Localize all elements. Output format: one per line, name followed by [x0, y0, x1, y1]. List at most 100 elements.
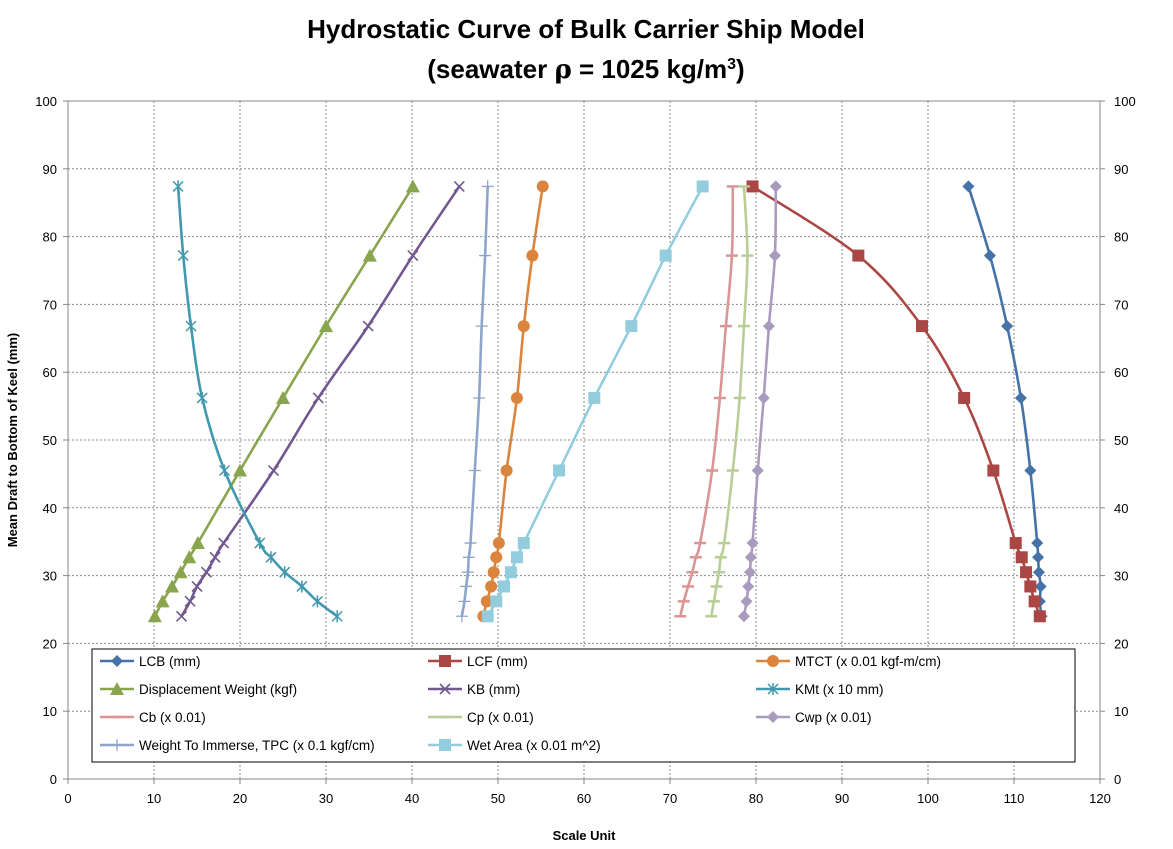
x-tick-label: 50 — [491, 791, 505, 806]
data-point — [987, 464, 1000, 477]
x-axis-label: Scale Unit — [553, 828, 617, 843]
legend-entry: Cp (x 0.01) — [428, 710, 534, 725]
x-tick-label: 0 — [64, 791, 71, 806]
series-displacement-weight-kgf — [147, 179, 420, 623]
data-point — [276, 390, 290, 404]
y-tick-label: 60 — [43, 365, 57, 380]
series-line — [679, 186, 735, 617]
data-point — [915, 320, 928, 333]
legend-swatch-marker — [767, 711, 779, 723]
data-point — [254, 537, 266, 550]
data-point — [510, 391, 523, 404]
data-point — [751, 464, 764, 477]
data-point — [462, 551, 475, 564]
data-point — [1033, 610, 1046, 623]
data-point — [473, 391, 486, 404]
data-point — [331, 610, 343, 623]
data-point — [191, 580, 203, 593]
series-cp-x-0-01 — [705, 185, 754, 618]
y-tick-label-right: 40 — [1114, 501, 1128, 516]
legend-box — [91, 648, 1076, 763]
data-point — [200, 566, 213, 578]
data-point — [177, 249, 189, 262]
legend-entry: KB (mm) — [428, 682, 520, 697]
series-cb-x-0-01 — [674, 185, 739, 618]
data-point — [155, 594, 170, 608]
x-tick-label: 60 — [577, 791, 591, 806]
x-tick-label: 30 — [319, 791, 333, 806]
data-point — [1034, 580, 1047, 593]
data-point — [517, 320, 530, 333]
data-point — [526, 249, 539, 262]
data-point — [1001, 320, 1014, 333]
series-cwp-x-0-01 — [737, 180, 782, 623]
legend-label: KMt (x 10 mm) — [795, 682, 884, 697]
data-point — [218, 464, 231, 477]
chart-subtitle: (seawater ρ = 1025 kg/m3) — [427, 54, 744, 85]
legend-label: MTCT (x 0.01 kgf-m/cm) — [795, 654, 941, 669]
series-line — [709, 186, 749, 617]
x-tick-label: 110 — [1004, 791, 1025, 806]
y-tick-label: 40 — [43, 501, 57, 516]
data-point — [319, 319, 333, 333]
data-point — [958, 391, 971, 404]
data-point — [757, 391, 770, 404]
data-point — [742, 580, 755, 593]
series-layer — [147, 179, 1048, 623]
data-point — [218, 537, 230, 549]
series-kb-mm — [175, 180, 465, 622]
legend-label: KB (mm) — [467, 682, 520, 697]
legend-label: Wet Area (x 0.01 m^2) — [467, 738, 601, 753]
x-tick-label: 10 — [147, 791, 161, 806]
y-tick-label-right: 30 — [1114, 569, 1128, 584]
x-tick-label: 90 — [835, 791, 849, 806]
data-point — [185, 320, 197, 333]
data-point — [362, 320, 374, 332]
legend-label: Cb (x 0.01) — [139, 710, 206, 725]
data-point — [279, 566, 291, 579]
data-point — [233, 463, 247, 477]
data-point — [737, 610, 750, 623]
legend-swatch-marker — [111, 655, 123, 667]
data-point — [490, 595, 503, 608]
data-point — [746, 180, 759, 193]
y-tick-label: 90 — [43, 162, 57, 177]
data-point — [468, 464, 481, 477]
legend-entry: LCF (mm) — [428, 654, 528, 669]
data-point — [744, 551, 757, 564]
data-point — [762, 320, 775, 333]
legend-entry: LCB (mm) — [100, 654, 201, 669]
legend-entry: Cwp (x 0.01) — [756, 710, 872, 725]
data-point — [962, 180, 975, 193]
data-point — [172, 180, 184, 193]
legend-label: Cwp (x 0.01) — [795, 710, 872, 725]
data-point — [1032, 551, 1045, 564]
data-point — [481, 610, 494, 623]
data-point — [312, 392, 324, 404]
data-point — [265, 551, 277, 564]
data-point — [983, 249, 996, 262]
data-point — [1020, 566, 1033, 579]
legend-entry: Displacement Weight (kgf) — [100, 682, 297, 697]
series-weight-to-immerse-tpc-x-0-1-kgf-cm — [455, 180, 494, 623]
data-point — [553, 464, 566, 477]
data-point — [460, 580, 473, 593]
data-point — [182, 550, 197, 564]
legend-swatch-marker — [111, 739, 123, 751]
data-point — [1014, 391, 1027, 404]
data-point — [1009, 537, 1022, 550]
data-point — [405, 179, 420, 193]
legend-entry: Weight To Immerse, TPC (x 0.1 kgf/cm) — [100, 738, 375, 753]
data-point — [455, 610, 468, 623]
data-point — [479, 249, 492, 262]
y-tick-label: 100 — [35, 94, 57, 109]
series-kmt-x-10-mm — [172, 180, 343, 623]
y-tick-label: 80 — [43, 230, 57, 245]
data-point — [165, 579, 180, 593]
data-point — [492, 537, 505, 550]
y-tick-label-right: 70 — [1114, 297, 1128, 312]
data-point — [267, 464, 280, 477]
data-point — [480, 595, 493, 608]
